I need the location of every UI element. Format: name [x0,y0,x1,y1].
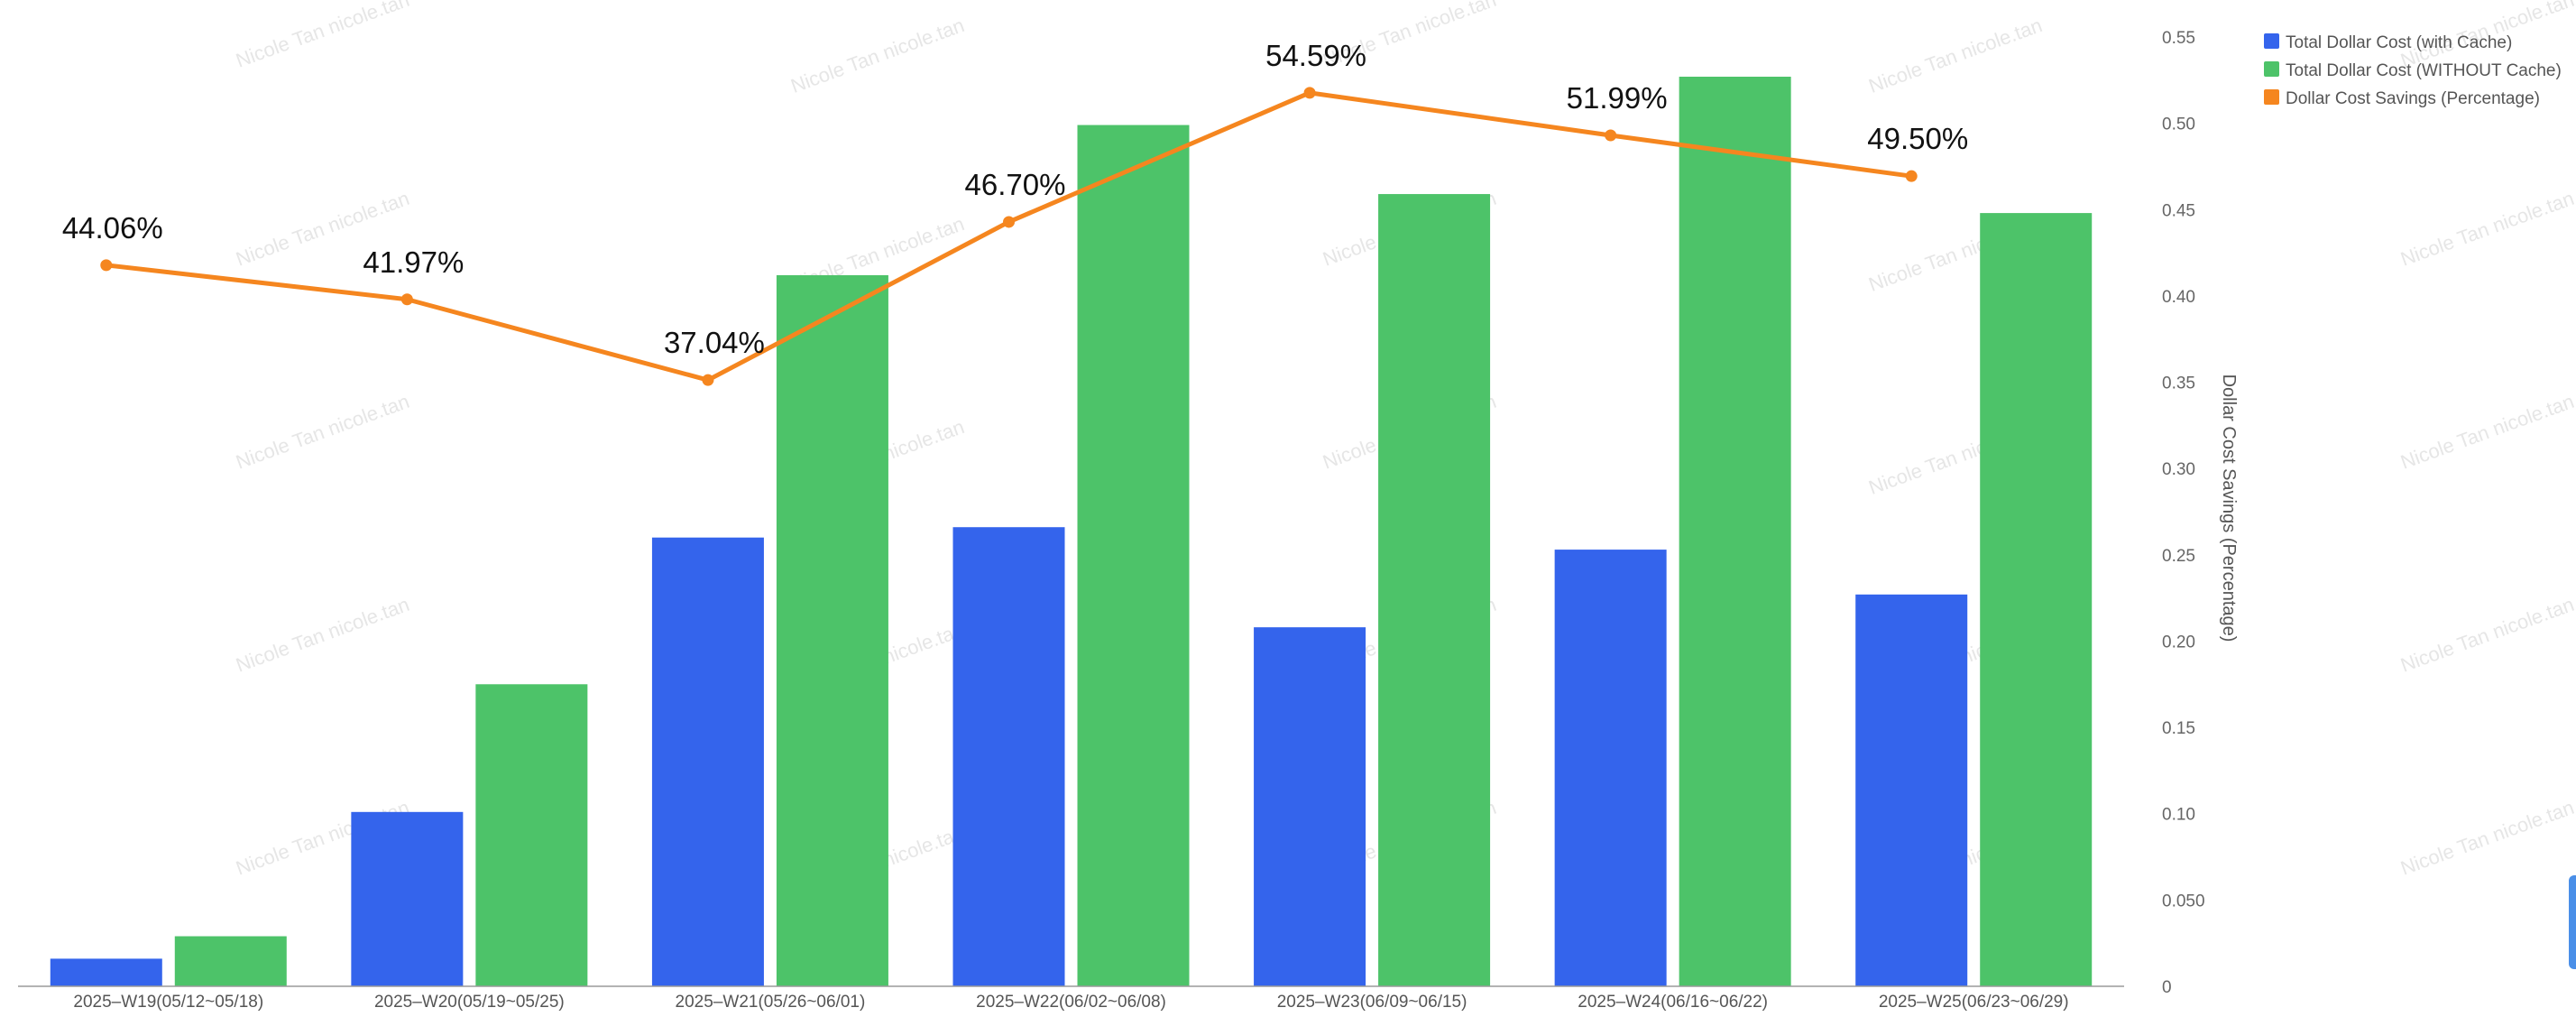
legend-swatch [2264,89,2279,105]
y-tick-label: 0.20 [2162,633,2195,652]
watermark-text: Nicole Tan nicole.tan [2397,187,2576,271]
savings-data-label: 41.97% [363,245,464,279]
line-series-layer: 44.06% 41.97% 37.04% 46.70% 54.59% 51.99% 49.5… [62,39,1968,386]
bar-with-cache [1855,594,1968,986]
bar-with-cache [1554,550,1667,986]
y-tick-label: 0.50 [2162,116,2195,134]
x-tick-label: 2025–W22(06/02~06/08) [976,993,1166,1012]
bar-without-cache [1077,125,1190,987]
y-tick-label: 0.25 [2162,547,2195,566]
watermark-text: Nicole Tan nicole.tan [233,593,412,677]
savings-point [400,293,413,306]
bar-with-cache [1254,627,1366,986]
watermark-text: Nicole Tan nicole.tan [787,14,967,97]
savings-data-label: 44.06% [62,211,163,245]
savings-point [1905,170,1918,182]
y-tick-label: 0.10 [2162,806,2195,825]
savings-point [1605,129,1617,142]
y-tick-label: 0.35 [2162,374,2195,393]
watermark-text: Nicole Tan nicole.tan [2397,593,2576,677]
legend-label: Total Dollar Cost (with Cache) [2286,33,2512,52]
watermark-text: Nicole Tan nicole.tan [233,0,412,72]
bar-without-cache [776,274,888,986]
bar-with-cache [651,537,764,986]
y-tick-label: 0.55 [2162,29,2195,48]
x-tick-label: 2025–W23(06/09~06/15) [1277,993,1467,1012]
x-tick-label: 2025–W20(05/19~05/25) [374,993,565,1012]
legend-label: Total Dollar Cost (WITHOUT Cache) [2286,61,2562,80]
legend-label: Dollar Cost Savings (Percentage) [2286,89,2540,108]
savings-data-label: 49.50% [1867,122,1968,155]
axes-layer: 2025–W19(05/12~05/18) 2025–W20(05/19~05/2… [18,29,2239,1012]
savings-point [1003,216,1015,228]
savings-point [100,259,113,272]
bar-without-cache [1378,194,1491,987]
savings-line [106,90,1912,383]
x-tick-label: 2025–W21(05/26~06/01) [676,993,866,1012]
bar-with-cache [952,527,1065,986]
scrollbar-handle[interactable] [2569,875,2576,969]
savings-point [702,374,714,386]
savings-data-label: 51.99% [1567,81,1668,115]
watermark-text: Nicole Tan nicole.tan [1865,14,2045,97]
y-tick-label: 0.30 [2162,460,2195,479]
bar-without-cache [475,684,588,986]
x-tick-label: 2025–W24(06/16~06/22) [1578,993,1768,1012]
bar-with-cache [50,958,162,986]
savings-point [1303,87,1316,99]
x-tick-label: 2025–W19(05/12~05/18) [73,993,263,1012]
bar-with-cache [351,811,464,986]
watermark-text: Nicole Tan nicole.tan [2397,796,2576,880]
y-tick-label: 0 [2162,978,2172,997]
legend-swatch [2264,33,2279,49]
legend-swatch [2264,61,2279,77]
bar-without-cache [1980,213,2093,987]
watermark-text: Nicole Tan nicole.tan [233,390,412,474]
bar-series-layer [50,76,2093,987]
bar-without-cache [174,936,287,986]
y-tick-label: 0.050 [2162,892,2205,910]
y-tick-label: 0.15 [2162,719,2195,738]
savings-data-label: 37.04% [664,326,765,359]
bar-without-cache [1679,76,1791,986]
x-tick-label: 2025–W25(06/23~06/29) [1879,993,2069,1012]
y-tick-label: 0.40 [2162,288,2195,307]
legend: Total Dollar Cost (with Cache) Total Doll… [2264,33,2562,108]
savings-data-label: 54.59% [1265,39,1366,72]
y-axis-title: Dollar Cost Savings (Percentage) [2219,374,2239,642]
savings-data-label: 46.70% [965,168,1066,201]
y-tick-label: 0.45 [2162,201,2195,220]
watermark-text: Nicole Tan nicole.tan [2397,390,2576,474]
